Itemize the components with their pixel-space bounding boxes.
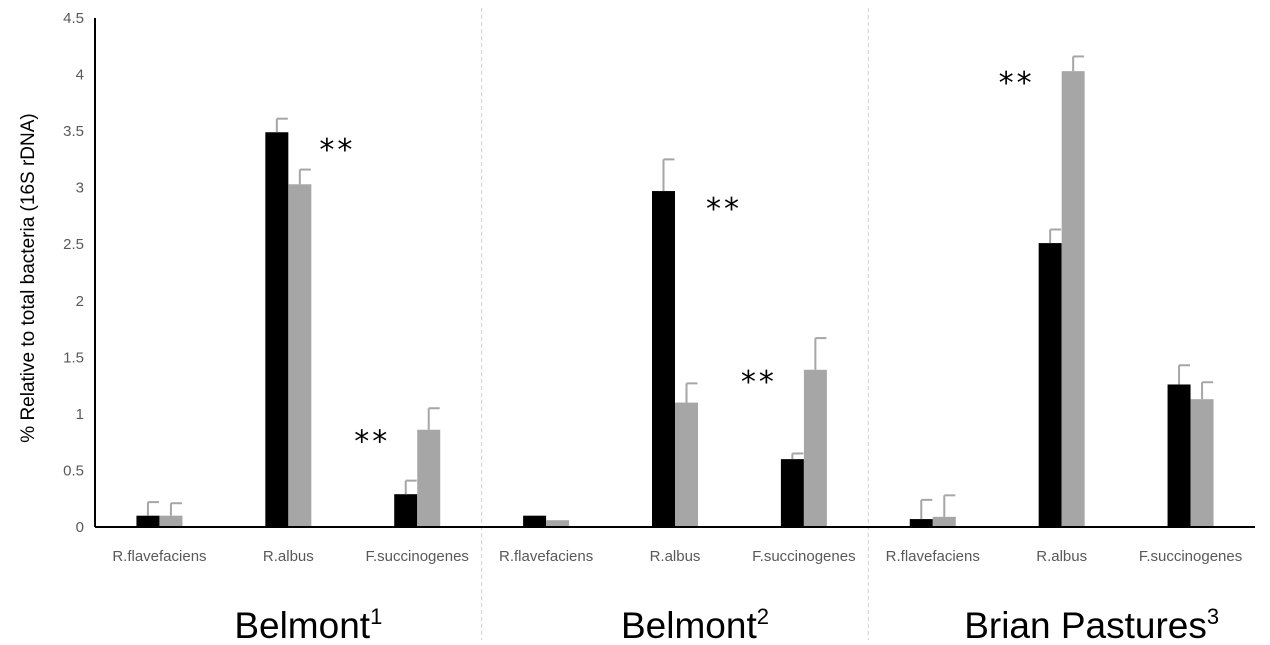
bar-series-1 <box>909 519 933 527</box>
x-axis-category-labels: R.flavefaciens R.albus F.succinogenes R.fla… <box>112 548 1242 565</box>
group-label: Belmont2 <box>621 604 769 645</box>
significance-marker: ** <box>354 425 390 460</box>
significance-marker: ** <box>999 66 1035 101</box>
group-dividers <box>481 8 869 640</box>
bar-series-2 <box>1190 399 1214 527</box>
bar-series-2 <box>159 515 183 527</box>
bar-series-1 <box>780 459 804 527</box>
bar-series-2 <box>1061 71 1085 527</box>
y-tick-label: 2.5 <box>63 236 84 253</box>
bar-series-2 <box>932 516 956 527</box>
y-tick-label: 2 <box>76 293 84 310</box>
x-category-label: F.succinogenes <box>1139 548 1242 565</box>
group-label-superscript: 1 <box>370 604 382 629</box>
significance-marker: ** <box>741 365 777 400</box>
group-label: Brian Pastures3 <box>964 604 1219 645</box>
group-labels: Belmont1 Belmont2 Brian Pastures3 <box>234 604 1219 645</box>
bar-series-2 <box>546 520 570 527</box>
bar-series-1 <box>265 132 289 527</box>
group-label-name: Belmont <box>234 605 370 645</box>
bar-series-1 <box>1038 243 1062 527</box>
bars <box>136 71 1214 528</box>
y-tick-label: 1 <box>76 406 84 423</box>
y-tick-label: 0 <box>76 519 84 536</box>
x-category-label: R.albus <box>1036 548 1087 565</box>
bar-series-1 <box>394 494 418 527</box>
y-tick-label: 3.5 <box>63 123 84 140</box>
group-label-superscript: 2 <box>757 604 769 629</box>
x-category-label: R.albus <box>263 548 314 565</box>
bar-series-2 <box>803 369 827 527</box>
x-category-label: R.flavefaciens <box>499 548 593 565</box>
group-label-name: Brian Pastures <box>964 605 1207 645</box>
y-tick-label: 0.5 <box>63 462 84 479</box>
x-category-label: R.flavefaciens <box>886 548 980 565</box>
x-category-label: R.albus <box>650 548 701 565</box>
group-label-name: Belmont <box>621 605 757 645</box>
bar-series-1 <box>523 515 547 527</box>
bar-series-2 <box>417 429 441 527</box>
y-axis-label: % Relative to total bacteria (16S rDNA) <box>18 113 39 442</box>
y-tick-label: 4.5 <box>63 10 84 27</box>
bar-series-1 <box>1167 384 1191 527</box>
bar-series-2 <box>675 402 698 527</box>
bar-series-2 <box>288 184 312 528</box>
significance-markers: ** ** ** ** ** <box>319 66 1035 460</box>
x-category-label: F.succinogenes <box>366 548 469 565</box>
x-category-label: F.succinogenes <box>752 548 855 565</box>
significance-marker: ** <box>319 133 355 168</box>
group-label: Belmont1 <box>234 604 382 645</box>
error-bars <box>146 55 1214 520</box>
significance-marker: ** <box>706 192 742 227</box>
group-label-superscript: 3 <box>1207 604 1219 629</box>
bar-series-1 <box>652 191 675 527</box>
y-tick-label: 1.5 <box>63 349 84 366</box>
y-axis-ticks: 0 0.5 1 1.5 2 2.5 3 3.5 4 4.5 <box>63 10 84 536</box>
y-tick-label: 4 <box>76 67 84 84</box>
y-tick-label: 3 <box>76 180 84 197</box>
bar-series-1 <box>136 515 160 527</box>
x-category-label: R.flavefaciens <box>112 548 206 565</box>
